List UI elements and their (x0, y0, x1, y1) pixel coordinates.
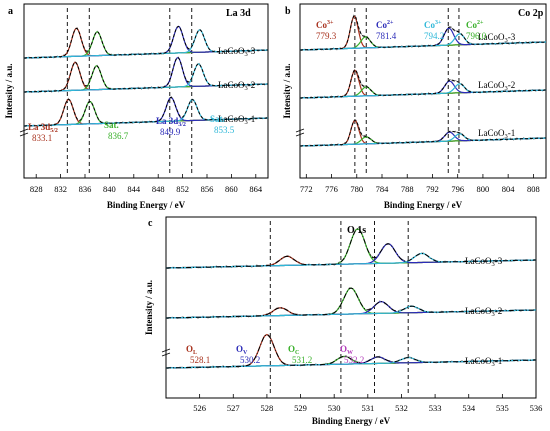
x-tick-label: 844 (127, 184, 141, 194)
peak-value: 779.3 (316, 31, 337, 41)
envelope-fit (166, 228, 536, 269)
x-tick-label: 534 (462, 403, 476, 413)
envelope-fit (24, 96, 268, 127)
y-axis-label: Intensity / a.u. (4, 63, 14, 118)
peak-annotation: OL (186, 344, 197, 356)
x-tick-label: 860 (225, 184, 238, 194)
x-tick-label: 780 (350, 184, 363, 194)
x-tick-label: 536 (530, 403, 543, 413)
x-tick-label: 529 (294, 403, 307, 413)
peak-value: 531.2 (292, 355, 312, 365)
x-tick-label: 828 (30, 184, 43, 194)
panel-title: Co 2p (518, 8, 544, 19)
x-tick-label: 788 (401, 184, 414, 194)
x-tick-label: 527 (227, 403, 240, 413)
peak-value: 781.4 (376, 31, 397, 41)
x-tick-label: 808 (527, 184, 540, 194)
x-tick-label: 535 (496, 403, 509, 413)
x-tick-label: 530 (328, 403, 341, 413)
peak-value: 836.7 (108, 131, 129, 141)
panel-c: 526 527 528 529 530 531 532 533 534 535 536 LaCoO3-… (144, 216, 543, 426)
peak-annotation: OC (288, 344, 299, 356)
plot-frame (299, 3, 547, 179)
peak-value: 528.1 (190, 355, 210, 365)
envelope-fit (24, 57, 268, 93)
x-tick-label: 531 (361, 403, 374, 413)
panel-b: 772 776 780 784 788 792 796 800 804 808LaCoO3-3La… (282, 3, 547, 210)
x-tick-label: 840 (103, 184, 116, 194)
peak-value: 796.0 (466, 31, 487, 41)
x-tick-label: 772 (300, 184, 313, 194)
x-tick-label: 533 (429, 403, 442, 413)
x-tick-label: 776 (325, 184, 338, 194)
peak-annotation: Co3+ (316, 20, 334, 30)
envelope-fit (300, 119, 546, 147)
peak-annotation: Co3+ (424, 20, 442, 30)
x-tick-label: 800 (477, 184, 490, 194)
series-label: LaCoO3-1 (465, 356, 502, 368)
x-axis-label: Binding Energy / eV (384, 200, 463, 210)
plot-frame (23, 3, 269, 179)
envelope-fit (166, 287, 536, 319)
x-axis-label: Binding Energy / eV (312, 416, 391, 426)
plot-frame (165, 216, 537, 399)
peak-value: 532.2 (344, 355, 364, 365)
y-axis-label: Intensity / a.u. (282, 63, 292, 118)
x-tick-label: 852 (176, 184, 189, 194)
x-tick-label: 836 (79, 184, 92, 194)
peak-annotation: Co2+ (466, 20, 484, 30)
x-tick-label: 804 (502, 184, 516, 194)
peak-annotation: Co2+ (376, 20, 394, 30)
peak-value: 794.2 (424, 31, 444, 41)
x-tick-label: 532 (395, 403, 408, 413)
series-label: LaCoO3-2 (478, 80, 515, 92)
axis-break-mark (295, 128, 305, 137)
x-axis-label: Binding Energy / eV (107, 200, 186, 210)
x-tick-label: 856 (201, 184, 214, 194)
x-tick-label: 848 (152, 184, 165, 194)
panel-title: O 1s (347, 225, 366, 236)
series-label: LaCoO3-2 (218, 80, 255, 92)
series-label: LaCoO3-3 (218, 46, 256, 58)
envelope-fit (300, 69, 546, 99)
axis-break-mark (161, 348, 171, 357)
series-label: LaCoO3-3 (465, 256, 503, 268)
peak-value: 833.1 (32, 133, 52, 143)
panel-title: La 3d (226, 8, 251, 19)
series-label: LaCoO3-2 (465, 306, 502, 318)
envelope-fit (24, 25, 268, 59)
y-axis-label: Intensity / a.u. (144, 280, 154, 335)
panel-a: 828 832 836 840 844 848 852 856 860 864 LaCoO3-3 La… (4, 3, 269, 210)
axis-break-mark (19, 128, 29, 137)
envelope-fit (300, 15, 546, 51)
x-tick-label: 864 (249, 184, 263, 194)
peak-value: 849.9 (160, 127, 181, 137)
envelope-fit (166, 334, 536, 369)
peak-value: 530.2 (240, 355, 260, 365)
x-tick-label: 784 (376, 184, 390, 194)
x-tick-label: 528 (261, 403, 274, 413)
x-tick-label: 792 (426, 184, 439, 194)
x-tick-label: 796 (451, 184, 464, 194)
panel-letter: c (148, 218, 153, 229)
panel-letter: a (8, 6, 13, 17)
panel-letter: b (285, 6, 291, 17)
peak-value: 853.5 (214, 125, 235, 135)
peak-annotation: Sat. (104, 120, 119, 130)
x-tick-label: 526 (193, 403, 206, 413)
x-tick-label: 832 (54, 184, 67, 194)
peak-annotation: Sat. (210, 114, 225, 124)
